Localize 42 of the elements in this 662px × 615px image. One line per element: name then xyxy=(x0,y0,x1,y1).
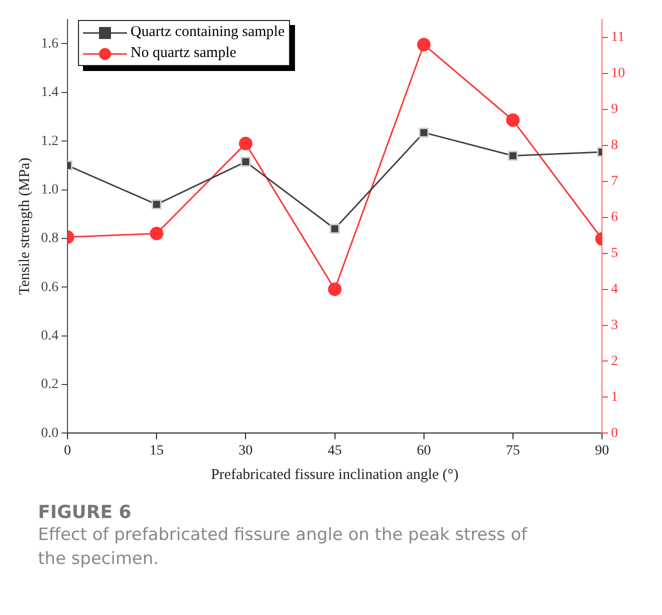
y2-tick-label: 2 xyxy=(611,354,618,369)
x-tick-label: 0 xyxy=(64,443,71,458)
legend-label: Quartz containing sample xyxy=(130,23,285,42)
point xyxy=(238,136,252,150)
y2-tick-label: 10 xyxy=(611,66,625,82)
y2-tick-label: 6 xyxy=(611,210,618,225)
text: FIGURE 6 xyxy=(38,502,132,523)
x-tick-label: 30 xyxy=(238,443,253,458)
y-tick-label: 0.6 xyxy=(41,280,58,295)
y2-tick-label: 7 xyxy=(611,174,618,189)
point xyxy=(240,156,251,167)
y2-tick-label: 9 xyxy=(611,102,618,118)
x-tick-label: 60 xyxy=(416,443,431,458)
point xyxy=(328,282,342,296)
y2-tick-label: 3 xyxy=(611,318,618,333)
y-tick-label: 0.0 xyxy=(41,426,58,441)
x-tick-label: 45 xyxy=(328,443,342,458)
y2-tick-label: 4 xyxy=(611,282,618,297)
y2-tick-label: 8 xyxy=(611,138,618,154)
x-axis-title: Prefabricated fissure inclination angle (°) xyxy=(210,466,459,483)
y2-tick-label: 11 xyxy=(611,30,624,46)
point xyxy=(152,199,162,210)
y2-tick-label: 5 xyxy=(611,246,618,261)
y-tick-label: 0.2 xyxy=(41,377,58,392)
point xyxy=(417,38,431,52)
point xyxy=(508,150,518,161)
y-tick-label: 1.2 xyxy=(41,134,58,149)
x-tick-label: 15 xyxy=(150,443,164,458)
y-tick-label: 0.4 xyxy=(41,328,58,344)
legend-label: No quartz sample xyxy=(130,44,236,64)
y-tick-label: 0.8 xyxy=(41,231,58,246)
point xyxy=(330,224,340,234)
point xyxy=(418,128,429,138)
y-axis-title: Tensile strength (MPa) xyxy=(16,158,33,295)
y2-tick-label: 1 xyxy=(611,390,618,405)
y2-tick-label: 0 xyxy=(611,426,618,441)
x-tick-label: 90 xyxy=(595,443,609,458)
y-tick-label: 1.4 xyxy=(41,85,58,100)
y-tick-label: 1.0 xyxy=(41,182,58,198)
text: Effect of prefabricated fissure angle on the peak stress of the specimen. xyxy=(38,524,528,571)
y-tick-label: 1.6 xyxy=(41,36,58,52)
x-tick-label: 75 xyxy=(506,443,520,458)
